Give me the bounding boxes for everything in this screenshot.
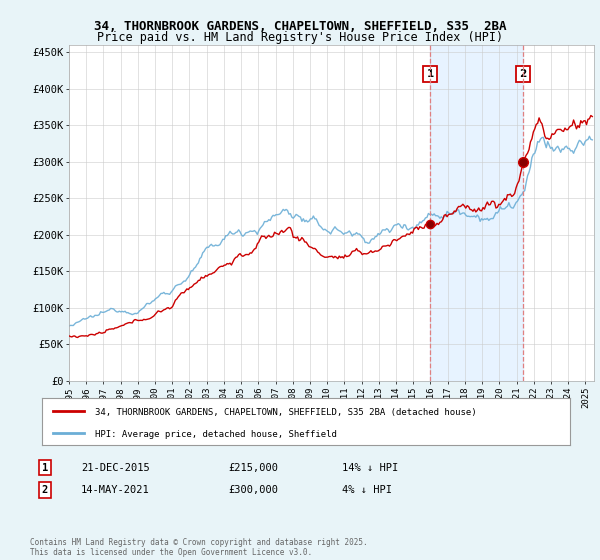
Text: 1: 1 [42, 463, 48, 473]
Text: 2: 2 [519, 69, 527, 79]
Text: 4% ↓ HPI: 4% ↓ HPI [342, 485, 392, 495]
Text: 14% ↓ HPI: 14% ↓ HPI [342, 463, 398, 473]
Text: Contains HM Land Registry data © Crown copyright and database right 2025.
This d: Contains HM Land Registry data © Crown c… [30, 538, 368, 557]
Text: 34, THORNBROOK GARDENS, CHAPELTOWN, SHEFFIELD, S35 2BA (detached house): 34, THORNBROOK GARDENS, CHAPELTOWN, SHEF… [95, 408, 476, 417]
Text: HPI: Average price, detached house, Sheffield: HPI: Average price, detached house, Shef… [95, 430, 337, 439]
Text: 1: 1 [427, 69, 434, 79]
Text: 21-DEC-2015: 21-DEC-2015 [81, 463, 150, 473]
Bar [430, 45, 523, 381]
Text: 2: 2 [42, 485, 48, 495]
Text: 14-MAY-2021: 14-MAY-2021 [81, 485, 150, 495]
Text: 34, THORNBROOK GARDENS, CHAPELTOWN, SHEFFIELD, S35  2BA: 34, THORNBROOK GARDENS, CHAPELTOWN, SHEF… [94, 20, 506, 32]
Text: £300,000: £300,000 [228, 485, 278, 495]
Text: £215,000: £215,000 [228, 463, 278, 473]
Text: Price paid vs. HM Land Registry's House Price Index (HPI): Price paid vs. HM Land Registry's House … [97, 31, 503, 44]
